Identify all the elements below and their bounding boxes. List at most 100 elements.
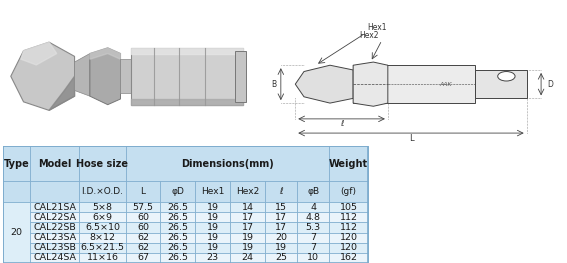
Text: 24: 24 bbox=[242, 254, 254, 262]
Text: 19: 19 bbox=[207, 233, 219, 242]
Bar bbox=[230, 232, 265, 243]
Text: 62: 62 bbox=[137, 243, 149, 252]
Text: 105: 105 bbox=[340, 203, 358, 212]
Text: D: D bbox=[547, 80, 553, 89]
Bar bbox=[30, 146, 79, 181]
Text: 7: 7 bbox=[310, 243, 316, 252]
Text: Weight: Weight bbox=[329, 159, 368, 169]
Bar bbox=[3, 146, 367, 263]
Text: 7: 7 bbox=[310, 233, 316, 242]
Bar bbox=[160, 243, 196, 253]
Bar bbox=[265, 212, 297, 222]
Text: 26.5: 26.5 bbox=[167, 254, 188, 262]
Bar bbox=[196, 212, 230, 222]
Bar bbox=[297, 202, 329, 212]
Text: 60: 60 bbox=[137, 213, 149, 222]
Bar bbox=[160, 181, 196, 202]
Bar bbox=[196, 222, 230, 232]
Bar bbox=[30, 202, 79, 212]
Bar bbox=[125, 212, 160, 222]
Bar bbox=[265, 253, 297, 263]
Bar bbox=[297, 212, 329, 222]
Text: Hex2: Hex2 bbox=[236, 187, 259, 196]
Bar bbox=[329, 181, 367, 202]
Text: CAL21SA: CAL21SA bbox=[33, 203, 76, 212]
Bar bbox=[297, 232, 329, 243]
Bar bbox=[196, 232, 230, 243]
Bar bbox=[329, 212, 367, 222]
Bar bbox=[329, 202, 367, 212]
Text: 6×9: 6×9 bbox=[92, 213, 112, 222]
Text: Hex2: Hex2 bbox=[359, 31, 378, 40]
Text: 5.3: 5.3 bbox=[306, 223, 321, 232]
Bar bbox=[30, 253, 79, 263]
Text: I.D.×O.D.: I.D.×O.D. bbox=[82, 187, 124, 196]
Text: 6.5×10: 6.5×10 bbox=[85, 223, 120, 232]
Text: 4.8: 4.8 bbox=[306, 213, 321, 222]
Bar bbox=[329, 232, 367, 243]
Text: 17: 17 bbox=[242, 223, 254, 232]
Text: B: B bbox=[271, 80, 276, 89]
Text: 19: 19 bbox=[242, 233, 254, 242]
Bar bbox=[3, 146, 30, 181]
Bar bbox=[79, 253, 125, 263]
Bar bbox=[79, 212, 125, 222]
Bar bbox=[125, 181, 160, 202]
Polygon shape bbox=[11, 42, 75, 110]
Bar bbox=[125, 232, 160, 243]
Text: CAL24SA: CAL24SA bbox=[33, 254, 76, 262]
Bar bbox=[235, 51, 246, 102]
Text: 19: 19 bbox=[242, 243, 254, 252]
Bar bbox=[30, 243, 79, 253]
Bar bbox=[30, 222, 79, 232]
Polygon shape bbox=[49, 76, 75, 110]
Bar bbox=[230, 202, 265, 212]
Text: 26.5: 26.5 bbox=[167, 243, 188, 252]
Bar bbox=[125, 146, 329, 181]
Bar bbox=[329, 243, 367, 253]
Text: 20: 20 bbox=[10, 228, 22, 237]
Bar bbox=[230, 253, 265, 263]
Text: 19: 19 bbox=[207, 213, 219, 222]
Bar bbox=[329, 222, 367, 232]
Text: 11×16: 11×16 bbox=[87, 254, 119, 262]
Bar bbox=[125, 202, 160, 212]
Bar bbox=[30, 212, 79, 222]
Text: 19: 19 bbox=[275, 243, 287, 252]
Text: CAL22SA: CAL22SA bbox=[33, 213, 76, 222]
Text: 19: 19 bbox=[207, 223, 219, 232]
Bar bbox=[30, 232, 79, 243]
Bar bbox=[196, 202, 230, 212]
Bar bbox=[130, 48, 243, 105]
Polygon shape bbox=[353, 62, 388, 106]
Bar bbox=[230, 212, 265, 222]
Bar bbox=[353, 65, 475, 103]
Text: 19: 19 bbox=[207, 203, 219, 212]
Text: 26.5: 26.5 bbox=[167, 203, 188, 212]
Polygon shape bbox=[130, 99, 243, 105]
Bar bbox=[79, 146, 125, 181]
Polygon shape bbox=[21, 42, 57, 65]
Text: φD: φD bbox=[171, 187, 184, 196]
Text: Model: Model bbox=[38, 159, 71, 169]
Bar bbox=[125, 222, 160, 232]
Bar bbox=[79, 202, 125, 212]
Text: 19: 19 bbox=[207, 243, 219, 252]
Bar bbox=[125, 253, 160, 263]
Text: 6.5×21.5: 6.5×21.5 bbox=[81, 243, 125, 252]
Polygon shape bbox=[75, 54, 90, 96]
Text: 17: 17 bbox=[275, 213, 287, 222]
Bar bbox=[160, 253, 196, 263]
Text: 120: 120 bbox=[340, 233, 358, 242]
Bar bbox=[265, 232, 297, 243]
Text: φB: φB bbox=[307, 187, 319, 196]
Bar bbox=[79, 232, 125, 243]
Bar bbox=[160, 232, 196, 243]
Text: 14: 14 bbox=[242, 203, 254, 212]
Bar bbox=[79, 181, 125, 202]
Text: 120: 120 bbox=[340, 243, 358, 252]
Text: 25: 25 bbox=[275, 254, 287, 262]
Bar bbox=[230, 222, 265, 232]
Bar bbox=[230, 181, 265, 202]
Text: ℓ: ℓ bbox=[280, 187, 283, 196]
